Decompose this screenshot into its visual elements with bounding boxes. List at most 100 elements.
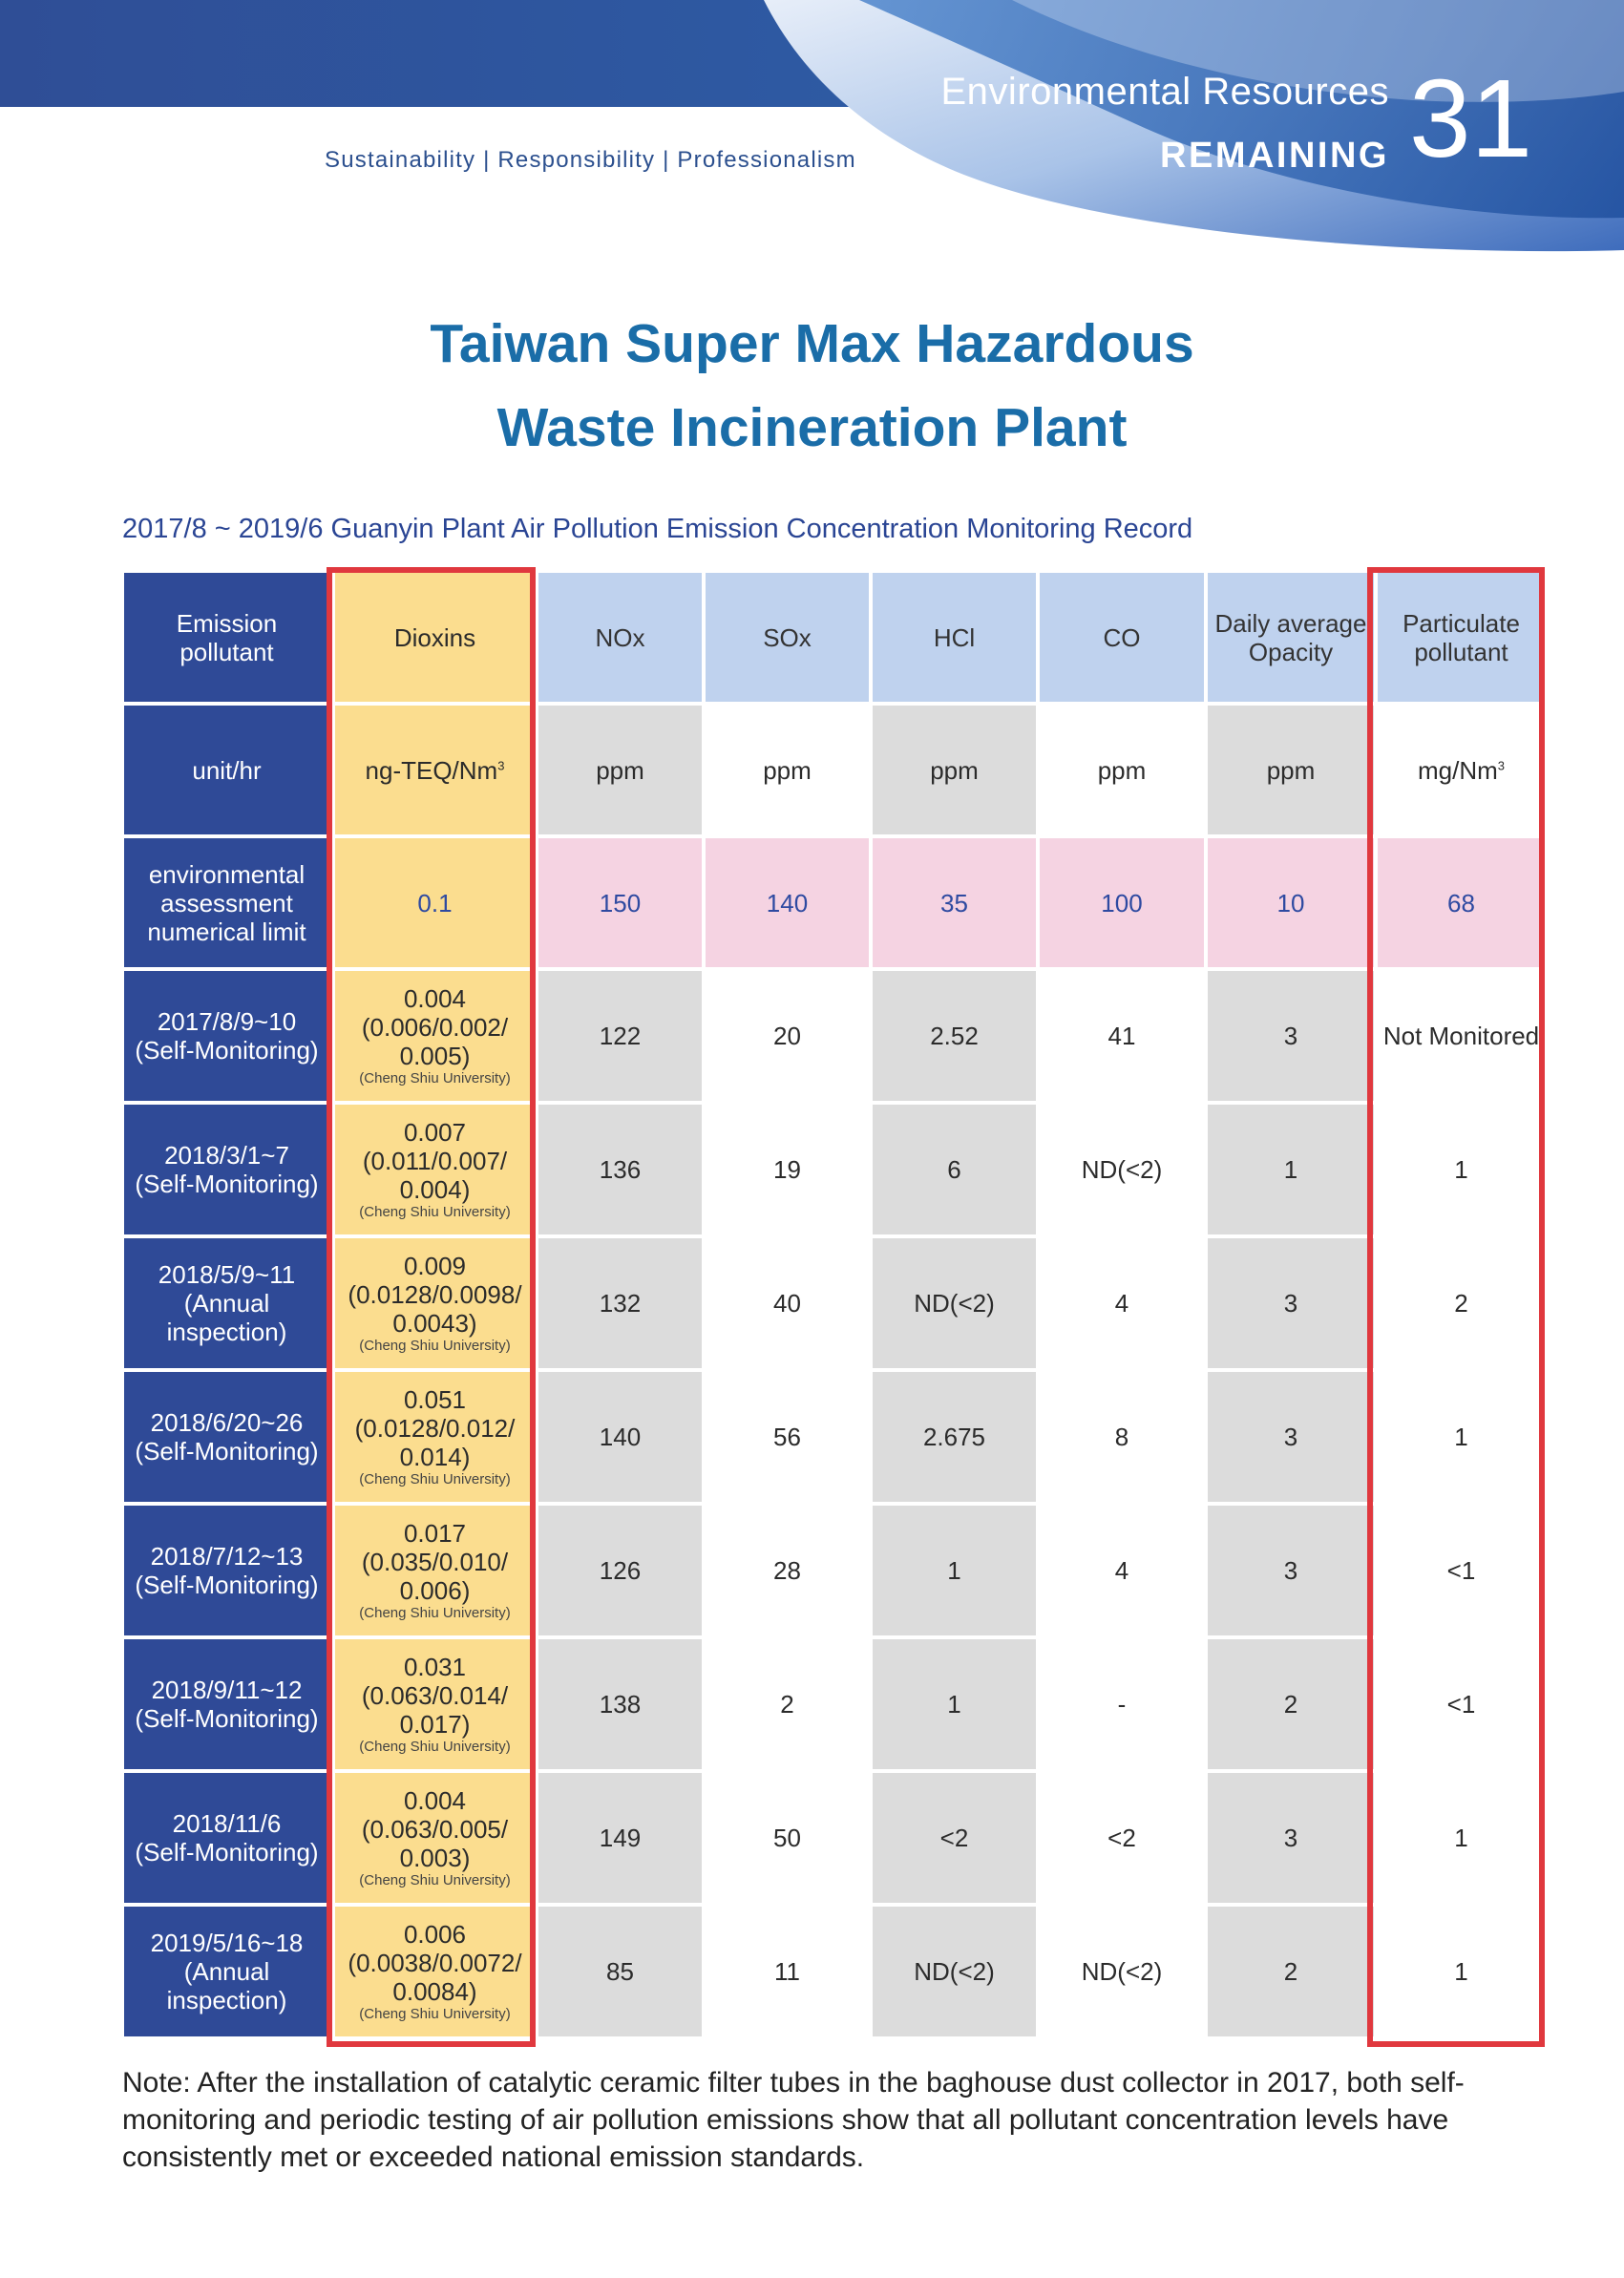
- nox-value: 149: [538, 1773, 702, 1903]
- section-subtitle: REMAINING: [1160, 136, 1389, 176]
- dioxin-detail: (0.063/0.005/ 0.003): [361, 1815, 509, 1872]
- row-date: 2019/5/16~18: [150, 1929, 304, 1957]
- sox-value: 40: [706, 1238, 869, 1368]
- row-label: 2018/6/20~26 (Self-Monitoring): [124, 1372, 329, 1502]
- opacity-value: 3: [1208, 971, 1374, 1101]
- row-type: (Annual inspection): [166, 1957, 287, 2014]
- footnote: Note: After the installation of catalyti…: [122, 2067, 1465, 2173]
- dioxin-value: 0.004: [403, 1786, 467, 1815]
- particulate-value: Not Monitored: [1378, 971, 1545, 1101]
- nox-value: 126: [538, 1506, 702, 1635]
- co-value: 8: [1040, 1372, 1204, 1502]
- nox-value: 132: [538, 1238, 702, 1368]
- dioxin-source: (Cheng Shiu University): [359, 1471, 511, 1487]
- dioxin-cell: 0.051 (0.0128/0.012/ 0.014) (Cheng Shiu Un…: [335, 1372, 535, 1502]
- limit-sox: 140: [706, 838, 869, 967]
- dioxin-cell: 0.007 (0.011/0.007/ 0.004) (Cheng Shiu Uni…: [335, 1105, 535, 1234]
- dioxin-value: 0.031: [403, 1653, 467, 1681]
- dioxin-detail: (0.035/0.010/ 0.006): [361, 1548, 509, 1605]
- dioxin-cell: 0.004 (0.063/0.005/ 0.003) (Cheng Shiu Uni…: [335, 1773, 535, 1903]
- header-cell-emission-pollutant: Emission pollutant: [124, 573, 329, 702]
- nox-value: 138: [538, 1639, 702, 1769]
- table-caption: 2017/8 ~ 2019/6 Guanyin Plant Air Pollut…: [122, 514, 1193, 544]
- limit-dioxins: 0.1: [335, 838, 535, 967]
- row-label: 2018/9/11~12 (Self-Monitoring): [124, 1639, 329, 1769]
- hcl-value: <2: [873, 1773, 1036, 1903]
- dioxin-source: (Cheng Shiu University): [359, 1739, 511, 1755]
- row-date: 2018/6/20~26: [150, 1408, 304, 1437]
- header-cell-dioxins: Dioxins: [335, 573, 535, 702]
- dioxin-value: 0.007: [403, 1118, 467, 1147]
- opacity-value: 3: [1208, 1506, 1374, 1635]
- page-title-line-2: Waste Incineration Plant: [496, 397, 1128, 458]
- header-wave-highlight: [1012, 0, 1624, 102]
- sox-value: 20: [706, 971, 869, 1101]
- unit-dioxins-base: ng-TEQ/Nm: [365, 755, 498, 785]
- co-value: 4: [1040, 1506, 1204, 1635]
- opacity-value: 2: [1208, 1639, 1374, 1769]
- nox-value: 140: [538, 1372, 702, 1502]
- dioxin-value: 0.017: [403, 1519, 467, 1548]
- row-label: 2019/5/16~18 (Annual inspection): [124, 1907, 329, 2036]
- row-type: (Self-Monitoring): [135, 1437, 319, 1466]
- header-cell-hcl: HCl: [873, 573, 1036, 702]
- header-cell-opacity: Daily average Opacity: [1208, 573, 1374, 702]
- limits-row-label: environmental assessment numerical limit: [124, 838, 329, 967]
- unit-particulate-base: mg/Nm: [1417, 755, 1498, 785]
- dioxin-detail: (0.0128/0.0098/ 0.0043): [348, 1280, 522, 1338]
- co-value: -: [1040, 1639, 1204, 1769]
- section-title: Environmental Resources: [940, 71, 1389, 113]
- row-date: 2018/9/11~12: [151, 1676, 303, 1704]
- limit-particulate: 68: [1378, 838, 1545, 967]
- unit-particulate-sup: 3: [1497, 757, 1505, 772]
- dioxin-source: (Cheng Shiu University): [359, 1338, 511, 1354]
- header-banner: [0, 0, 1624, 252]
- row-label: 2017/8/9~10 (Self-Monitoring): [124, 971, 329, 1101]
- hcl-value: ND(<2): [873, 1907, 1036, 2036]
- opacity-value: 3: [1208, 1238, 1374, 1368]
- row-date: 2018/7/12~13: [150, 1542, 304, 1571]
- row-date: 2017/8/9~10: [157, 1007, 297, 1036]
- unit-dioxins: ng-TEQ/Nm3: [335, 706, 535, 834]
- row-label: 2018/7/12~13 (Self-Monitoring): [124, 1506, 329, 1635]
- dioxin-detail: (0.011/0.007/ 0.004): [362, 1147, 508, 1204]
- limit-hcl: 35: [873, 838, 1036, 967]
- row-type: (Self-Monitoring): [135, 1838, 319, 1867]
- emission-table: Emission pollutant Dioxins NOx SOx HCl C…: [124, 573, 1545, 2036]
- sox-value: 2: [706, 1639, 869, 1769]
- nox-value: 122: [538, 971, 702, 1101]
- header-navy-band: [0, 0, 859, 107]
- row-date: 2018/5/9~11: [158, 1260, 296, 1289]
- row-label: 2018/5/9~11 (Annual inspection): [124, 1238, 329, 1368]
- unit-dioxins-sup: 3: [497, 757, 505, 772]
- unit-co: ppm: [1040, 706, 1204, 834]
- sox-value: 11: [706, 1907, 869, 2036]
- row-type: (Self-Monitoring): [135, 1571, 319, 1599]
- dioxin-detail: (0.0038/0.0072/ 0.0084): [348, 1949, 522, 2006]
- dioxin-cell: 0.009 (0.0128/0.0098/ 0.0043) (Cheng Shiu …: [335, 1238, 535, 1368]
- hcl-value: 2.675: [873, 1372, 1036, 1502]
- dioxin-cell: 0.004 (0.006/0.002/ 0.005) (Cheng Shiu Uni…: [335, 971, 535, 1101]
- particulate-value: <1: [1378, 1506, 1545, 1635]
- particulate-value: 1: [1378, 1372, 1545, 1502]
- unit-opacity: ppm: [1208, 706, 1374, 834]
- co-value: 4: [1040, 1238, 1204, 1368]
- nox-value: 85: [538, 1907, 702, 2036]
- dioxin-detail: (0.006/0.002/ 0.005): [361, 1013, 509, 1070]
- row-type: (Self-Monitoring): [135, 1036, 319, 1065]
- limit-opacity: 10: [1208, 838, 1374, 967]
- unit-nox: ppm: [538, 706, 702, 834]
- header-cell-sox: SOx: [706, 573, 869, 702]
- unit-hcl: ppm: [873, 706, 1036, 834]
- dioxin-source: (Cheng Shiu University): [359, 1872, 511, 1888]
- dioxin-value: 0.004: [403, 984, 467, 1013]
- dioxin-value: 0.009: [403, 1252, 467, 1280]
- header-wave-dark: [859, 0, 1624, 219]
- opacity-value: 3: [1208, 1773, 1374, 1903]
- opacity-value: 2: [1208, 1907, 1374, 2036]
- nox-value: 136: [538, 1105, 702, 1234]
- co-value: 41: [1040, 971, 1204, 1101]
- particulate-value: 1: [1378, 1907, 1545, 2036]
- page-title: Taiwan Super Max Hazardous Waste Inciner…: [0, 302, 1624, 470]
- particulate-value: <1: [1378, 1639, 1545, 1769]
